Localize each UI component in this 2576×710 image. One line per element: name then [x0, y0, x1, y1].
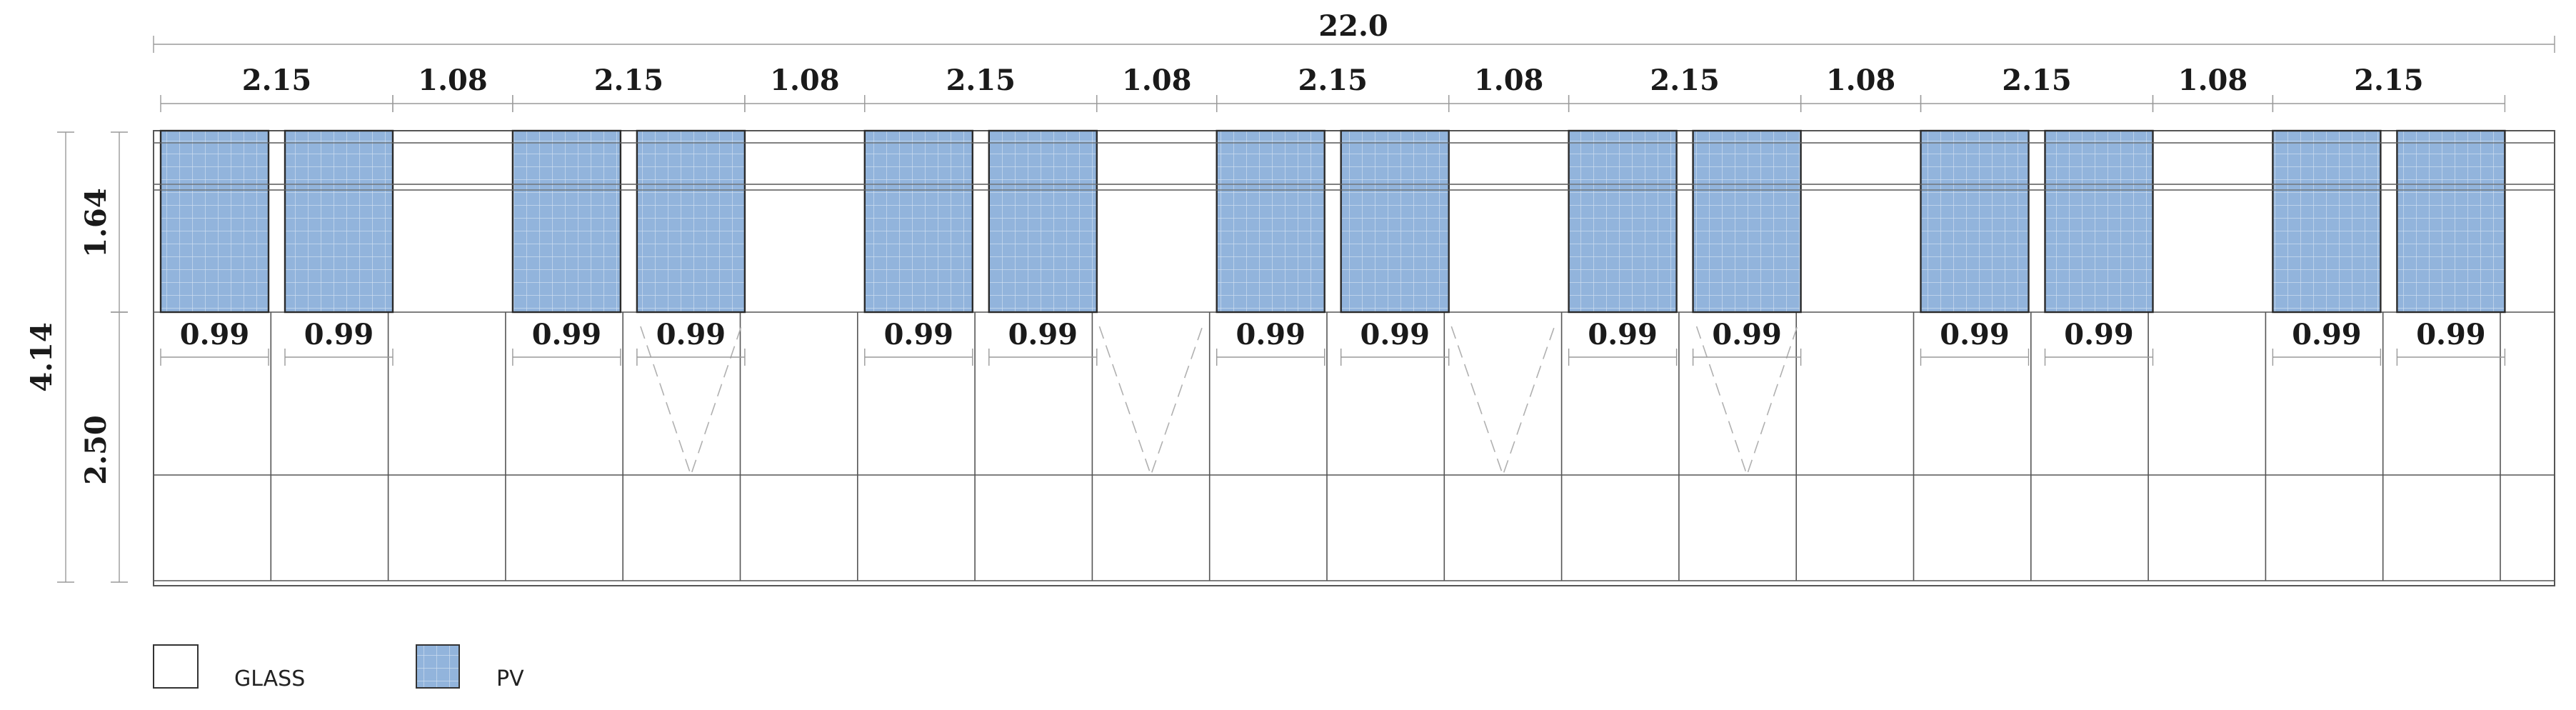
pv-group-width-label: 2.15 — [1650, 64, 1719, 97]
pv-group-width-label: 2.15 — [1298, 64, 1367, 97]
pv-panel — [1340, 129, 1450, 314]
pv-group-width-label: 2.15 — [242, 64, 311, 97]
opening-marker-under-gap — [1098, 326, 1203, 477]
panel-width-label: 0.99 — [532, 318, 601, 351]
gap-width-label: 1.08 — [2178, 64, 2247, 97]
lower-height-label: 2.50 — [79, 415, 113, 484]
pv-group-width-label: 2.15 — [594, 64, 663, 97]
pv-panel — [1568, 129, 1678, 314]
legend: GLASS PV — [153, 644, 524, 691]
overall-height-label: 4.14 — [25, 322, 59, 391]
opening-window-markers — [640, 326, 1798, 477]
pv-group-width-label: 2.15 — [2354, 64, 2423, 97]
overall-width-label: 22.0 — [1318, 9, 1388, 43]
panel-width-label: 0.99 — [180, 318, 249, 351]
dimension-lines: 2.15 0.99 0.99 1.08 2.15 0.99 0.99 1.08 2.15 0.99… — [57, 36, 2555, 583]
pv-panel — [2396, 129, 2506, 314]
panel-width-label: 0.99 — [1588, 318, 1657, 351]
opening-marker-under-gap — [1450, 326, 1555, 477]
pv-panel — [988, 129, 1098, 314]
gap-width-label: 1.08 — [418, 64, 487, 97]
pv-panel — [511, 129, 622, 314]
panel-width-label: 0.99 — [1008, 318, 1078, 351]
opening-marker-under-panel — [640, 326, 742, 477]
pv-panel — [2044, 129, 2154, 314]
gap-width-label: 1.08 — [1474, 64, 1543, 97]
opening-marker-under-panel — [1695, 326, 1798, 477]
pv-panel — [636, 129, 746, 314]
pv-group-width-label: 2.15 — [946, 64, 1016, 97]
panel-width-label: 0.99 — [1712, 318, 1781, 351]
pv-panel — [1920, 129, 2030, 314]
upper-height-label: 1.64 — [79, 188, 113, 257]
panel-width-label: 0.99 — [656, 318, 726, 351]
pv-panel — [2272, 129, 2382, 314]
pv-group-width-label: 2.15 — [2002, 64, 2071, 97]
pv-panel — [863, 129, 974, 314]
gap-width-label: 1.08 — [1826, 64, 1895, 97]
panel-width-label: 0.99 — [2416, 318, 2485, 351]
gap-width-label: 1.08 — [770, 64, 839, 97]
legend-glass-label: GLASS — [234, 666, 305, 691]
panel-width-label: 0.99 — [304, 318, 374, 351]
panel-width-label: 0.99 — [2292, 318, 2361, 351]
panel-width-label: 0.99 — [1940, 318, 2009, 351]
legend-glass-swatch — [153, 644, 199, 689]
pv-panel — [284, 129, 394, 314]
pv-panels — [154, 129, 2555, 314]
legend-pv-label: PV — [496, 666, 524, 691]
panel-width-label: 0.99 — [2064, 318, 2133, 351]
pv-panel — [159, 129, 270, 314]
panel-width-label: 0.99 — [1236, 318, 1305, 351]
panel-width-label: 0.99 — [884, 318, 953, 351]
gap-width-label: 1.08 — [1122, 64, 1191, 97]
panel-width-label: 0.99 — [1360, 318, 1429, 351]
legend-pv-swatch — [416, 644, 460, 689]
pv-panel — [1216, 129, 1325, 314]
pv-panel — [1692, 129, 1802, 314]
